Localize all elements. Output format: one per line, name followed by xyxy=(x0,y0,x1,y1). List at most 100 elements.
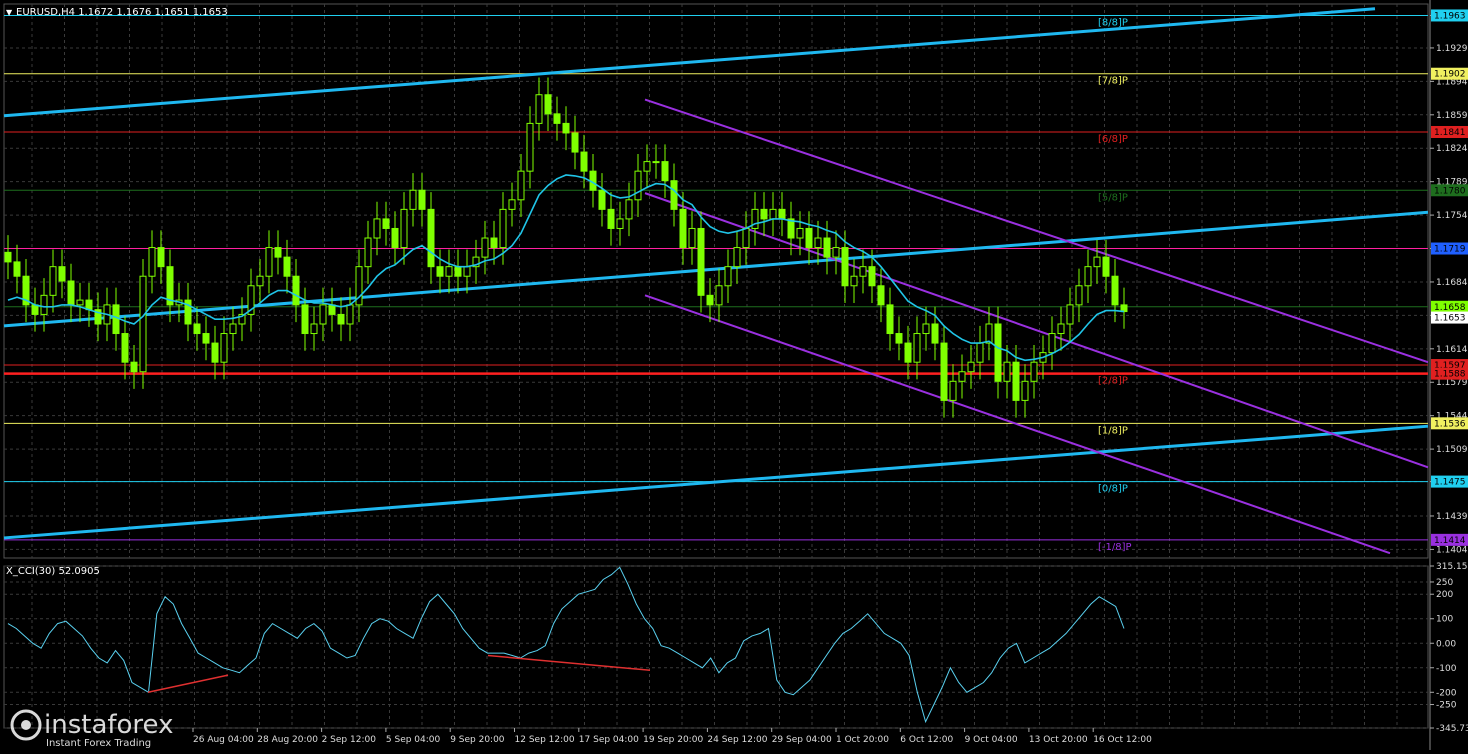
candle-body xyxy=(706,294,714,306)
cci-tick-label: -200 xyxy=(1436,688,1457,698)
murray-level-box-text: 1.1780 xyxy=(1434,186,1466,196)
candle-body xyxy=(283,256,291,277)
candle-body xyxy=(499,208,507,249)
candle-body xyxy=(733,247,741,268)
candle-body xyxy=(526,122,534,172)
price-tick-label: 1.1684 xyxy=(1436,278,1468,288)
instaforex-logo: instaforex Instant Forex Trading xyxy=(10,709,173,749)
candle-body xyxy=(463,266,471,277)
murray-level-label: [7/8]P xyxy=(1098,76,1128,87)
candle-body xyxy=(94,309,102,325)
murray-level-box xyxy=(1431,125,1468,138)
candle-body xyxy=(121,333,129,363)
candle-body xyxy=(697,227,705,296)
candle-body xyxy=(598,189,606,210)
candle-body xyxy=(616,218,624,229)
candle-body xyxy=(265,247,273,277)
time-tick-label: 19 Sep 20:00 xyxy=(643,735,703,745)
murray-level-box xyxy=(1431,300,1468,313)
candle-body xyxy=(841,247,849,287)
candle-body xyxy=(76,299,84,306)
candle-body xyxy=(967,361,975,373)
candle-body xyxy=(760,208,768,220)
murray-levels: [8/8]P [7/8]P [6/8]P [5/8]P [2/8]P [1/8]P [0/8… xyxy=(4,14,1428,553)
cci-tick-label: 0.00 xyxy=(1436,639,1456,649)
candle-body xyxy=(436,266,444,277)
candle-body xyxy=(940,342,948,401)
dropdown-triangle-icon[interactable]: ▼ xyxy=(6,8,13,17)
cci-panel-border xyxy=(3,565,1429,729)
cci-tick-label: -345.7354 xyxy=(1436,724,1468,734)
price-tick-label: 1.1509 xyxy=(1436,445,1468,455)
murray-level-box-text: 1.1414 xyxy=(1434,536,1466,546)
murray-level-box-text: 1.1963 xyxy=(1434,11,1466,21)
candle-body xyxy=(895,333,903,344)
candle-body xyxy=(328,304,336,315)
candle-body xyxy=(337,313,345,325)
candle-body xyxy=(679,208,687,249)
candle-body xyxy=(787,218,795,239)
candle-body xyxy=(1102,256,1110,277)
price-tick-label: 1.1754 xyxy=(1436,211,1468,221)
candle-body xyxy=(571,132,579,153)
candle-body xyxy=(670,180,678,210)
price-tick-label: 1.1859 xyxy=(1436,111,1468,121)
time-tick-label: 12 Sep 12:00 xyxy=(515,735,575,745)
murray-level-box xyxy=(1431,475,1468,488)
cci-tick-label: 250 xyxy=(1436,578,1453,588)
gear-logo-icon xyxy=(10,709,42,741)
candle-body xyxy=(661,161,669,182)
candle-body xyxy=(445,266,453,277)
candle-body xyxy=(1111,275,1119,306)
divergence-line xyxy=(487,654,651,671)
price-tick-label: 1.1894 xyxy=(1436,77,1468,87)
cci-tick-label: -100 xyxy=(1436,664,1457,674)
candle-body xyxy=(346,304,354,325)
candle-body xyxy=(238,313,246,325)
price-tick-label: 1.1824 xyxy=(1436,144,1468,154)
candle-body xyxy=(49,266,57,296)
candle-body xyxy=(814,237,822,249)
candle-body xyxy=(418,189,426,210)
candle-body xyxy=(778,208,786,220)
candle-body xyxy=(625,199,633,220)
candle-body xyxy=(148,247,156,277)
candle-body xyxy=(985,323,993,344)
gear-logo-center xyxy=(21,720,31,730)
candle-body xyxy=(1048,333,1056,354)
candle-body xyxy=(391,227,399,249)
candle-body xyxy=(1003,361,1011,382)
candle-body xyxy=(886,304,894,335)
candle-body xyxy=(922,323,930,335)
candle-body xyxy=(976,342,984,363)
candle-body xyxy=(580,151,588,172)
trendlines xyxy=(3,7,1429,555)
candle-body xyxy=(274,247,282,258)
candle-body xyxy=(1012,361,1020,401)
candle-body xyxy=(67,280,75,306)
murray-level-box xyxy=(1431,67,1468,80)
murray-level-box-text: 1.1902 xyxy=(1434,70,1466,80)
candle-body xyxy=(247,285,255,315)
candle-body xyxy=(22,275,30,306)
murray-level-box-text: 1.1475 xyxy=(1434,478,1466,488)
candle-body xyxy=(859,266,867,277)
cci-panel: 315.1542 250 200 100 0.00 -100 -200 -250 -345.73… xyxy=(7,562,1468,734)
candle-body xyxy=(40,294,48,315)
candle-body xyxy=(652,161,660,164)
murray-level-box-text: 1.1536 xyxy=(1434,419,1466,429)
candle-body xyxy=(211,342,219,363)
murray-level-box-text: 1.1841 xyxy=(1434,128,1466,138)
candle-body xyxy=(796,227,804,239)
murray-level-label: [2/8]P xyxy=(1098,376,1128,387)
candle-body xyxy=(58,266,66,282)
candle-body xyxy=(913,333,921,363)
candle-body xyxy=(139,275,147,373)
candle-body xyxy=(634,170,642,201)
candle-body xyxy=(688,227,696,249)
price-tick-label: 1.1544 xyxy=(1436,412,1468,422)
murray-level-label: [8/8]P xyxy=(1098,17,1128,28)
murray-level-box xyxy=(1431,367,1468,380)
candlesticks xyxy=(4,77,1128,418)
